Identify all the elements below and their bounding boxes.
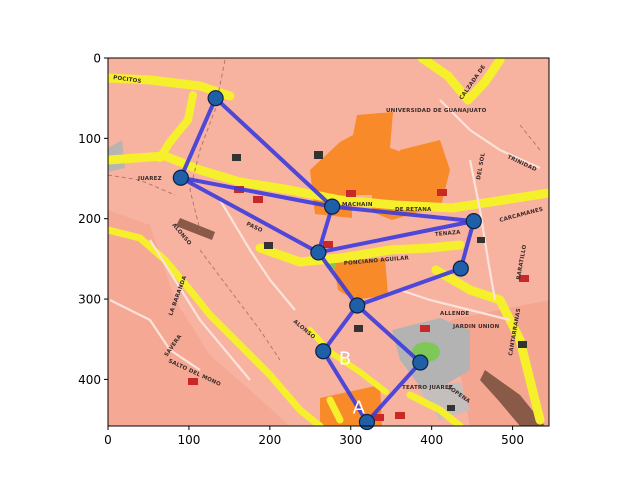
graph-edge [213, 96, 335, 209]
building-symbol [232, 154, 241, 161]
road [326, 396, 344, 424]
y-tick-label: 100 [78, 132, 101, 146]
axes-frame [107, 57, 550, 427]
dashed-path [519, 124, 541, 151]
graph-node [172, 169, 189, 186]
building-symbol [519, 275, 529, 282]
building-symbol [477, 237, 485, 243]
university-area [400, 140, 450, 210]
graph-edge [178, 175, 321, 255]
y-tick-label: 0 [93, 52, 101, 66]
building-symbol [518, 341, 527, 348]
brown-strip [176, 218, 215, 240]
graph-edge [321, 349, 369, 424]
road [307, 327, 389, 395]
graph-edge [355, 266, 463, 308]
map-label: UNIVERSIDAD DE GUANAJUATO [386, 108, 487, 114]
graph-node [412, 354, 429, 371]
brown-strip [480, 370, 545, 426]
graph-edge [178, 175, 335, 209]
graph-node [465, 213, 482, 230]
graph-edge [316, 250, 360, 308]
map-label: POCITOS [113, 75, 142, 85]
y-tick-label: 400 [78, 373, 101, 387]
road [417, 58, 505, 105]
y-tick-label: 200 [78, 212, 101, 226]
graph-edge [458, 219, 476, 271]
building-symbol [354, 325, 363, 332]
map-block [108, 210, 290, 426]
building-symbol [264, 242, 273, 249]
street [219, 199, 296, 311]
building-symbol [346, 190, 356, 197]
building-symbol [253, 196, 263, 203]
graph-edge [330, 204, 476, 224]
building-symbol [437, 189, 447, 196]
point-labels: BA [339, 348, 366, 418]
map-label: DE RETANA [395, 207, 432, 213]
graph-edge [178, 96, 218, 180]
building-symbol [188, 378, 198, 385]
road [406, 391, 464, 426]
building-symbol [395, 412, 405, 419]
graph-node [315, 343, 332, 360]
university-area [310, 112, 425, 220]
y-axis: 0 100 200 300 400 [78, 52, 108, 387]
street [399, 288, 511, 322]
map-label: ALLENDE [440, 311, 469, 317]
x-tick-label: 0 [104, 433, 112, 447]
building-symbol [374, 414, 384, 421]
graph-edge [316, 219, 476, 255]
map-label: PONCIANO AGUILAR [344, 255, 410, 267]
road [255, 240, 465, 267]
x-axis: 0 100 200 300 400 500 [104, 426, 524, 447]
map-label: JARDIN UNION [452, 324, 500, 330]
x-tick-label: 400 [420, 433, 443, 447]
building-symbol [323, 241, 333, 248]
gray-area [420, 382, 470, 420]
building-symbol [420, 325, 430, 332]
building-symbol [447, 405, 455, 411]
graph-edge [364, 360, 423, 424]
map-label: TEATRO JUAREZ [402, 385, 453, 391]
graph-node [349, 297, 366, 314]
point-label: A [353, 397, 366, 418]
graph-nodes [172, 90, 482, 431]
building-symbol [314, 151, 323, 159]
background-map: POCITOS CALZADA DE UNIVERSIDAD DE GUANAJ… [108, 58, 549, 426]
road [108, 151, 549, 213]
graph-node [324, 198, 341, 215]
graph-edges [178, 96, 476, 424]
graph-edge [355, 303, 423, 365]
dashed-path [189, 59, 226, 231]
x-tick-label: 100 [177, 433, 200, 447]
street [109, 299, 201, 371]
x-tick-label: 200 [258, 433, 281, 447]
dashed-path [199, 249, 281, 361]
map-label: JUAREZ [137, 176, 162, 182]
graph-edge [321, 303, 360, 354]
graph-node [207, 90, 224, 107]
map-label: MACHAIN [342, 202, 373, 208]
street [439, 99, 541, 170]
graph-node [452, 260, 469, 277]
road [156, 91, 197, 162]
street [468, 159, 497, 301]
map-block [450, 300, 549, 426]
road [108, 226, 324, 426]
street [149, 239, 251, 381]
map-label: DEL SOL [476, 152, 487, 180]
dashed-path [108, 174, 176, 196]
map-label: TENAZA [435, 230, 462, 238]
graph-node [310, 244, 327, 261]
point-label: B [339, 348, 351, 369]
x-tick-label: 300 [339, 433, 362, 447]
x-tick-label: 500 [501, 433, 524, 447]
y-tick-label: 300 [78, 293, 101, 307]
